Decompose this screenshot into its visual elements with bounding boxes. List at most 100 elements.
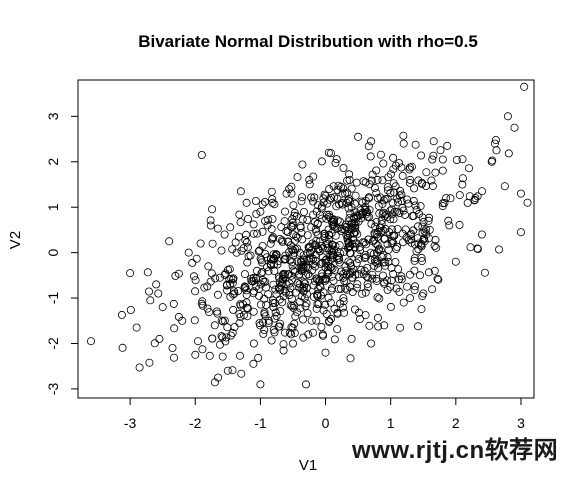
data-point	[367, 219, 376, 228]
data-point	[205, 308, 214, 317]
data-point	[503, 112, 512, 121]
y-tick-label: 3	[45, 112, 61, 120]
data-point	[251, 196, 260, 205]
data-point	[315, 247, 324, 256]
data-point	[378, 209, 387, 218]
data-point	[341, 284, 350, 293]
data-point	[321, 258, 330, 267]
data-point	[381, 224, 390, 233]
x-tick-label: -2	[189, 415, 202, 431]
data-point	[362, 272, 371, 281]
x-tick-label: 3	[517, 415, 525, 431]
data-point	[351, 218, 360, 227]
data-point	[389, 231, 398, 240]
data-point	[313, 245, 322, 254]
data-point	[244, 252, 253, 261]
data-point	[320, 229, 329, 238]
data-point	[375, 294, 384, 303]
data-point	[215, 340, 224, 349]
data-point	[397, 275, 406, 284]
data-point	[271, 308, 280, 317]
data-point	[243, 304, 252, 313]
x-axis: -3 -2 -1 0 1 2 3	[124, 397, 525, 431]
data-point	[288, 339, 297, 348]
data-point	[368, 274, 377, 283]
data-point	[367, 339, 376, 348]
data-point	[266, 239, 275, 248]
data-point	[418, 228, 427, 237]
data-point	[417, 257, 426, 266]
data-point	[397, 190, 406, 199]
data-point	[249, 276, 258, 285]
data-point	[223, 366, 232, 375]
data-point	[375, 223, 384, 232]
x-axis-label: V1	[299, 457, 317, 474]
data-point	[206, 221, 215, 230]
data-point	[318, 258, 327, 267]
data-point	[305, 180, 314, 189]
data-point	[191, 350, 200, 359]
data-point	[320, 190, 329, 199]
data-point	[283, 237, 292, 246]
data-point	[372, 166, 381, 175]
data-point	[417, 179, 426, 188]
data-point	[345, 214, 354, 223]
data-point	[520, 82, 529, 91]
data-point	[358, 289, 367, 298]
data-point	[321, 256, 330, 265]
data-point	[236, 187, 245, 196]
data-point	[226, 331, 235, 340]
data-point	[329, 245, 338, 254]
data-point	[282, 226, 291, 235]
data-point	[267, 336, 276, 345]
data-point	[302, 290, 311, 299]
y-tick-label: 2	[45, 158, 61, 166]
data-point	[303, 231, 312, 240]
data-point	[361, 250, 370, 259]
data-point	[387, 225, 396, 234]
data-point	[458, 180, 467, 189]
data-point	[228, 328, 237, 337]
data-point	[464, 164, 473, 173]
data-point	[373, 256, 382, 265]
data-point	[336, 284, 345, 293]
data-point	[341, 189, 350, 198]
data-point	[389, 179, 398, 188]
data-point	[367, 137, 376, 146]
data-point	[355, 314, 364, 323]
data-point	[249, 339, 258, 348]
data-point	[213, 224, 222, 233]
data-point	[190, 316, 199, 325]
data-point	[322, 275, 331, 284]
data-point	[270, 314, 279, 323]
data-point	[346, 258, 355, 267]
data-point	[126, 269, 135, 278]
data-point	[312, 316, 321, 325]
data-point	[170, 324, 179, 333]
data-point	[276, 319, 285, 328]
data-point	[243, 214, 252, 223]
data-point	[298, 193, 307, 202]
data-point	[414, 322, 423, 331]
data-point	[351, 270, 360, 279]
data-point	[274, 257, 283, 266]
data-point	[418, 292, 427, 301]
data-point	[393, 198, 402, 207]
data-point	[430, 241, 439, 250]
data-point	[363, 279, 372, 288]
data-point	[405, 270, 414, 279]
y-tick-label: -1	[45, 292, 61, 305]
data-point	[342, 230, 351, 239]
data-point	[361, 205, 370, 214]
data-point	[217, 332, 226, 341]
data-point	[332, 155, 341, 164]
data-point	[336, 249, 345, 258]
data-point	[438, 155, 447, 164]
data-point	[383, 285, 392, 294]
data-point	[350, 199, 359, 208]
data-point	[327, 240, 336, 249]
data-point	[260, 325, 269, 334]
y-tick-label: 1	[45, 203, 61, 211]
data-point	[440, 198, 449, 207]
